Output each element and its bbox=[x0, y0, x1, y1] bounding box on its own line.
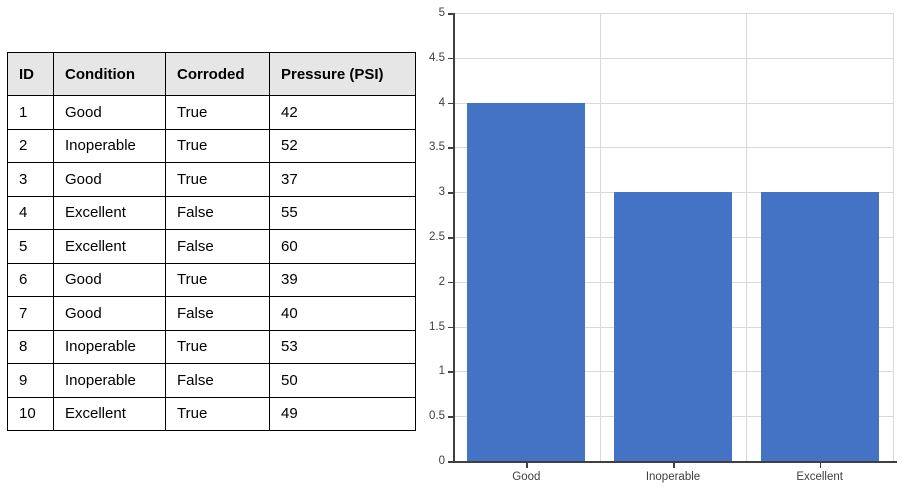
y-tick-label: 0 bbox=[438, 455, 445, 467]
table-cell: 7 bbox=[7, 296, 54, 331]
table-cell: Good bbox=[53, 262, 166, 297]
x-grid-line bbox=[599, 13, 601, 461]
table-cell: Good bbox=[53, 162, 166, 197]
table-row: 9 Inoperable False 50 bbox=[7, 363, 416, 398]
table-cell: 10 bbox=[7, 396, 54, 431]
table-header-row: ID Condition Corroded Pressure (PSI) bbox=[7, 52, 416, 96]
y-tick-label: 2.5 bbox=[429, 231, 445, 243]
table-cell: 9 bbox=[7, 363, 54, 398]
table-cell: 53 bbox=[269, 329, 416, 364]
y-axis bbox=[453, 13, 455, 463]
table-cell: Excellent bbox=[53, 229, 166, 264]
table-cell: False bbox=[165, 363, 270, 398]
pipe-data-table: ID Condition Corroded Pressure (PSI) 1 Good T… bbox=[7, 52, 416, 431]
y-tick bbox=[448, 13, 453, 15]
table-cell: 37 bbox=[269, 162, 416, 197]
table-row: 5 Excellent False 60 bbox=[7, 229, 416, 264]
table-cell: 42 bbox=[269, 95, 416, 130]
table-cell: True bbox=[165, 396, 270, 431]
y-tick bbox=[448, 326, 453, 329]
table-cell: 4 bbox=[7, 195, 54, 230]
y-grid-line bbox=[453, 57, 893, 59]
x-tick bbox=[673, 462, 675, 468]
table-cell: Inoperable bbox=[53, 363, 166, 398]
table-cell: Inoperable bbox=[53, 329, 166, 364]
table-cell: True bbox=[165, 262, 270, 297]
y-grid-line bbox=[453, 147, 893, 149]
y-tick bbox=[448, 461, 453, 463]
table-cell: 55 bbox=[269, 195, 416, 230]
table-cell: 2 bbox=[7, 128, 54, 163]
x-tick bbox=[526, 462, 528, 468]
table-row: 2 Inoperable True 52 bbox=[7, 128, 416, 163]
table-row: 7 Good False 40 bbox=[7, 296, 416, 331]
table-cell: 5 bbox=[7, 229, 54, 264]
table-cell: Good bbox=[53, 95, 166, 130]
y-tick-label: 3 bbox=[438, 186, 445, 199]
table-row: 8 Inoperable True 53 bbox=[7, 329, 416, 364]
y-tick-label: 4.5 bbox=[429, 51, 445, 64]
column-header: Pressure (PSI) bbox=[269, 52, 416, 96]
table-cell: 40 bbox=[269, 296, 416, 331]
x-axis bbox=[453, 461, 897, 463]
table-cell: True bbox=[165, 128, 270, 163]
table-body: 1 Good True 42 2 Inoperable True 52 3 Good True 37 4… bbox=[7, 95, 416, 431]
x-tick bbox=[819, 462, 822, 468]
x-tick-label: Good bbox=[512, 471, 541, 483]
table-cell: 52 bbox=[269, 128, 416, 163]
y-grid-line bbox=[453, 102, 893, 104]
table-row: 4 Excellent False 55 bbox=[7, 195, 416, 230]
table-cell: False bbox=[165, 229, 270, 264]
y-tick bbox=[448, 416, 453, 418]
y-tick bbox=[448, 192, 453, 194]
table-cell: 39 bbox=[269, 262, 416, 297]
x-grid-line bbox=[746, 13, 748, 461]
y-tick bbox=[448, 102, 453, 105]
bar-inoperable bbox=[614, 192, 732, 461]
table-cell: Inoperable bbox=[53, 128, 166, 163]
table-cell: Good bbox=[53, 296, 166, 331]
y-tick bbox=[448, 237, 453, 239]
table-cell: 60 bbox=[269, 229, 416, 264]
table-cell: True bbox=[165, 329, 270, 364]
y-tick bbox=[448, 57, 453, 60]
table-cell: True bbox=[165, 162, 270, 197]
table-cell: Excellent bbox=[53, 396, 166, 431]
y-tick bbox=[448, 147, 453, 149]
y-tick-label: 2 bbox=[438, 275, 445, 288]
table-row: 1 Good True 42 bbox=[7, 95, 416, 130]
table-cell: False bbox=[165, 195, 270, 230]
y-tick-label: 1 bbox=[438, 365, 445, 378]
y-tick bbox=[448, 371, 453, 373]
table-cell: 6 bbox=[7, 262, 54, 297]
table-cell: 3 bbox=[7, 162, 54, 197]
table-cell: Excellent bbox=[53, 195, 166, 230]
y-tick bbox=[448, 281, 453, 284]
table-row: 10 Excellent True 49 bbox=[7, 396, 416, 431]
column-header: Corroded bbox=[165, 52, 270, 96]
table-row: 6 Good True 39 bbox=[7, 262, 416, 297]
table-row: 3 Good True 37 bbox=[7, 162, 416, 197]
table-cell: 49 bbox=[269, 396, 416, 431]
y-tick-label: 4 bbox=[438, 96, 445, 109]
table-cell: 1 bbox=[7, 95, 54, 130]
y-tick-label: 5 bbox=[438, 7, 445, 19]
y-tick-label: 3.5 bbox=[429, 141, 445, 154]
condition-bar-chart: 0 0.5 1 1.5 2 2.5 3 3.5 4 4.5 5 Good Inoperable Excel… bbox=[410, 0, 904, 487]
column-header: Condition bbox=[53, 52, 166, 96]
y-tick-label: 0.5 bbox=[429, 410, 445, 423]
table-cell: 50 bbox=[269, 363, 416, 398]
x-grid-line bbox=[893, 13, 894, 461]
bar-good bbox=[467, 102, 586, 461]
bar-excellent bbox=[760, 192, 879, 461]
y-grid-line bbox=[453, 13, 893, 14]
y-tick-label: 1.5 bbox=[429, 320, 445, 333]
table-cell: False bbox=[165, 296, 270, 331]
x-tick-label: Excellent bbox=[796, 471, 843, 483]
table-cell: True bbox=[165, 95, 270, 130]
table-cell: 8 bbox=[7, 329, 54, 364]
column-header: ID bbox=[7, 52, 54, 96]
x-tick-label: Inoperable bbox=[645, 471, 701, 483]
